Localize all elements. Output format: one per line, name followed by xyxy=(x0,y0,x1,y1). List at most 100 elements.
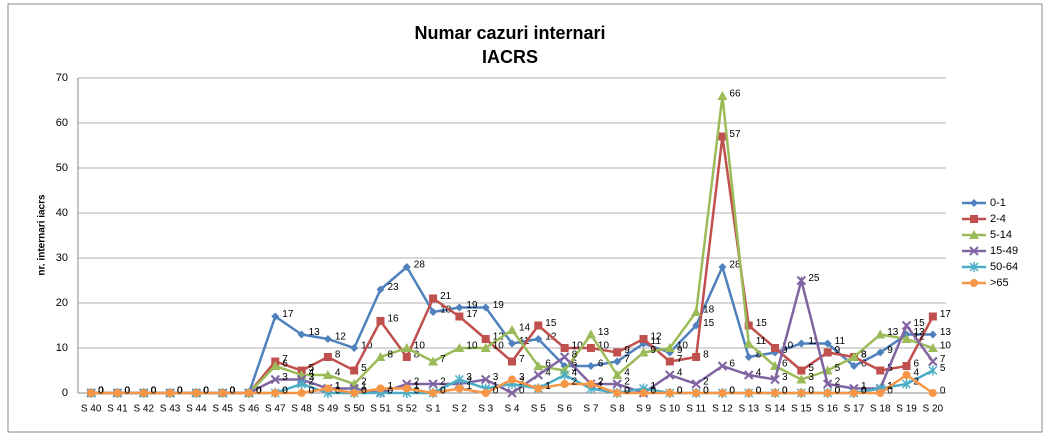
data-label: 0 xyxy=(256,386,262,397)
data-label: 0 xyxy=(230,386,236,397)
marker xyxy=(455,384,464,393)
marker xyxy=(113,389,122,397)
marker xyxy=(376,384,385,393)
data-label: 2 xyxy=(835,377,841,388)
marker xyxy=(401,343,412,352)
y-tick-label: 10 xyxy=(56,342,68,354)
marker xyxy=(744,321,753,330)
marker xyxy=(508,339,516,348)
marker xyxy=(613,389,622,397)
data-label: 3 xyxy=(808,372,814,383)
x-tick-label: S 2 xyxy=(452,404,467,415)
data-label: 5 xyxy=(940,363,946,374)
marker xyxy=(692,389,701,397)
x-tick-label: S 48 xyxy=(291,404,312,415)
data-label: 0 xyxy=(677,386,683,397)
marker xyxy=(665,389,674,397)
marker xyxy=(323,335,332,343)
marker xyxy=(428,356,439,366)
x-tick-label: S 7 xyxy=(583,404,598,415)
y-axis-label: nr. internari iacrs xyxy=(37,194,48,276)
marker xyxy=(796,374,807,384)
data-label: 0 xyxy=(177,386,183,397)
marker xyxy=(902,362,911,370)
data-label: 12 xyxy=(493,332,505,343)
marker xyxy=(718,132,727,141)
data-label: 15 xyxy=(545,318,557,329)
data-label: 4 xyxy=(545,368,551,379)
data-label: 3 xyxy=(466,372,472,383)
data-label: 0 xyxy=(782,386,788,397)
marker xyxy=(271,389,280,397)
data-label: 0 xyxy=(729,386,735,397)
data-label: 17 xyxy=(282,309,294,320)
y-tick-label: 30 xyxy=(56,252,68,264)
marker xyxy=(322,370,333,379)
data-label: 0 xyxy=(782,386,788,397)
data-label: 6 xyxy=(729,359,735,370)
data-label: 0 xyxy=(756,386,762,397)
data-label: 9 xyxy=(835,345,841,356)
legend-label: 15-49 xyxy=(990,245,1018,257)
data-label: 0 xyxy=(624,386,630,397)
data-label: 0 xyxy=(98,386,104,397)
marker xyxy=(613,357,622,366)
marker xyxy=(429,294,438,303)
data-label: 0 xyxy=(282,386,288,397)
data-label: 0 xyxy=(124,386,130,397)
marker xyxy=(560,344,569,352)
data-label: 66 xyxy=(729,89,741,100)
data-label: 0 xyxy=(256,386,262,397)
marker xyxy=(970,199,978,207)
data-label: 6 xyxy=(545,359,551,370)
data-label: 1 xyxy=(361,381,367,392)
x-tick-label: S 42 xyxy=(133,404,154,415)
data-label: 3 xyxy=(519,372,525,383)
data-label: 3 xyxy=(782,372,788,383)
marker xyxy=(323,353,332,361)
marker xyxy=(743,338,754,348)
x-tick-label: S 6 xyxy=(557,404,572,415)
data-label: 0 xyxy=(230,386,236,397)
data-label: 0 xyxy=(98,386,104,397)
data-label: 11 xyxy=(651,336,662,347)
marker xyxy=(192,389,201,397)
marker xyxy=(638,347,649,357)
data-label: 0 xyxy=(151,386,157,397)
marker xyxy=(534,335,543,343)
data-label: 2 xyxy=(414,377,420,388)
data-label: 1 xyxy=(466,381,472,392)
marker xyxy=(770,374,780,385)
marker xyxy=(797,389,806,397)
x-tick-label: S 1 xyxy=(426,404,441,415)
marker xyxy=(508,357,516,366)
data-label: 0 xyxy=(808,386,814,397)
data-label: 18 xyxy=(440,305,452,316)
data-label: 1 xyxy=(651,381,657,392)
marker xyxy=(928,365,938,376)
data-label: 0 xyxy=(203,386,209,397)
data-label: 10 xyxy=(677,341,689,352)
y-tick-label: 40 xyxy=(56,207,68,219)
data-label: 0 xyxy=(151,386,157,397)
data-label: 0 xyxy=(677,386,683,397)
data-label: 2 xyxy=(440,377,446,388)
data-label: 0 xyxy=(309,386,315,397)
data-label: 6 xyxy=(282,359,288,370)
x-tick-label: S 10 xyxy=(660,404,681,415)
marker xyxy=(376,317,385,325)
data-label: 17 xyxy=(940,309,952,320)
data-label: 2 xyxy=(572,377,578,388)
data-label: 0 xyxy=(124,386,130,397)
marker xyxy=(902,371,911,379)
marker xyxy=(797,366,806,375)
data-label: 7 xyxy=(282,354,288,365)
chart-title: IACRS xyxy=(482,47,538,67)
data-label: 7 xyxy=(440,354,446,365)
data-label: 6 xyxy=(914,359,920,370)
marker xyxy=(429,389,438,397)
y-tick-label: 50 xyxy=(56,162,68,174)
data-label: 0 xyxy=(203,386,209,397)
marker xyxy=(271,312,280,321)
data-label: 10 xyxy=(940,341,952,352)
